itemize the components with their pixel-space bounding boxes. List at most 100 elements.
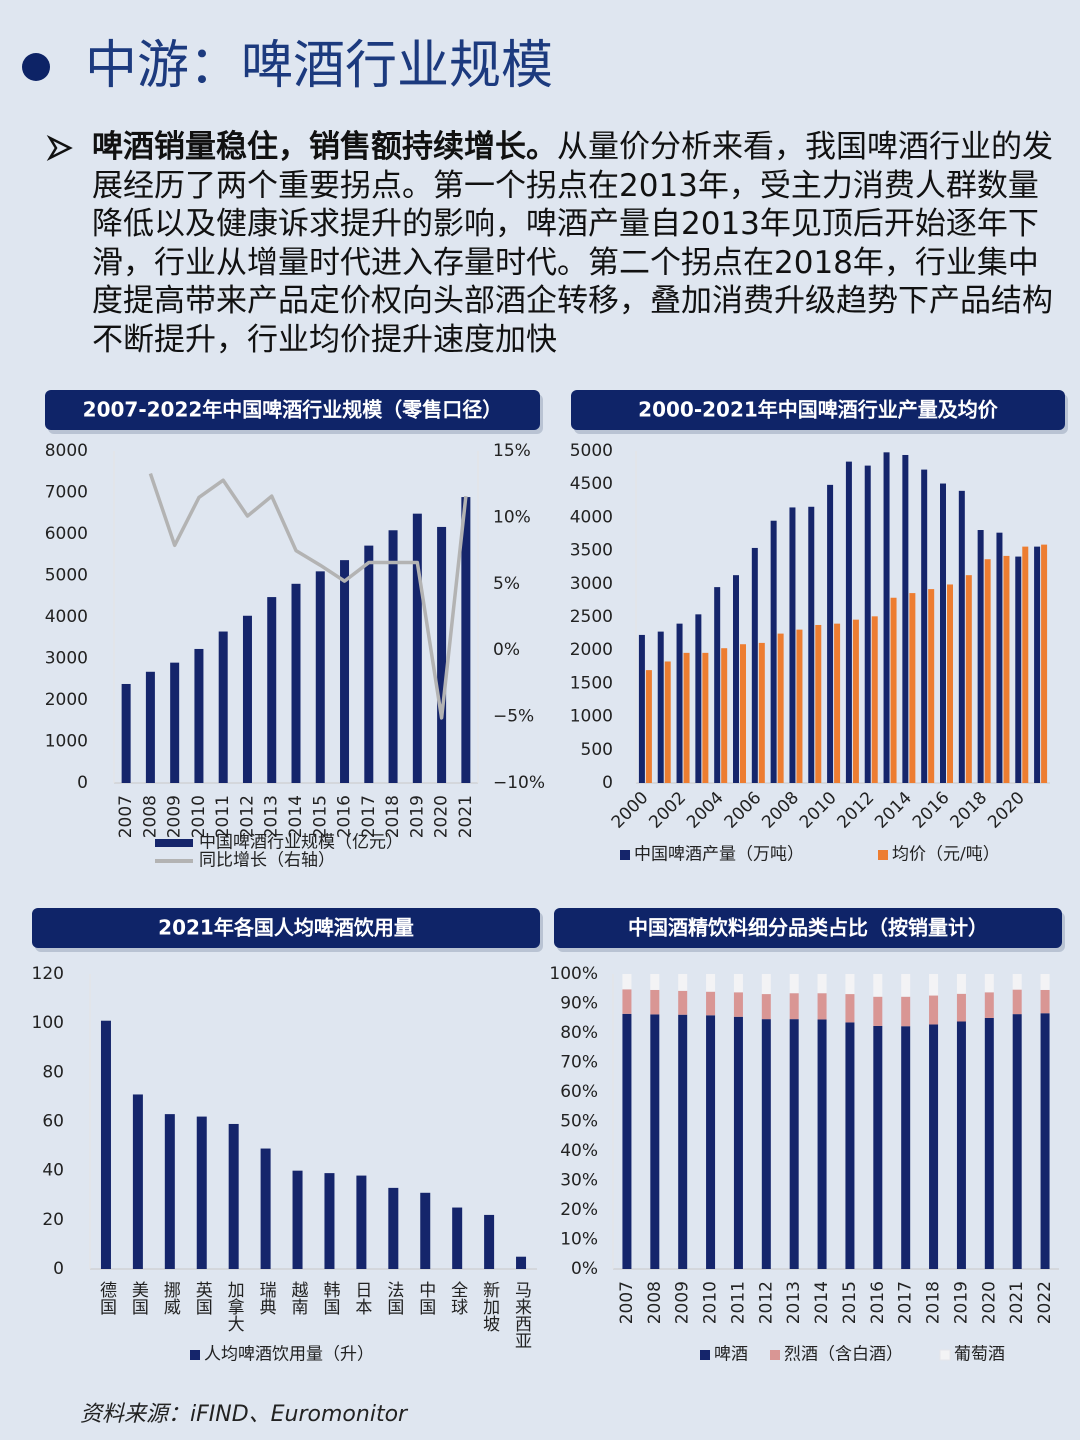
y-tick-label: 3500 bbox=[570, 541, 613, 561]
bar bbox=[657, 631, 664, 783]
bar bbox=[292, 1170, 303, 1269]
y-tick-label: 60% bbox=[560, 1082, 598, 1102]
bar bbox=[902, 454, 909, 783]
bar bbox=[1041, 544, 1048, 783]
bar-segment bbox=[845, 974, 855, 995]
bar bbox=[412, 513, 422, 783]
y-tick-label: 1500 bbox=[570, 673, 613, 693]
paragraph: 啤酒销量稳住，销售额持续增长。从量价分析来看，我国啤酒行业的发展经历了两个重要拐… bbox=[92, 128, 1067, 359]
y-tick-label: 70% bbox=[560, 1053, 598, 1073]
legend-swatch bbox=[878, 850, 888, 860]
y-tick-label: 20% bbox=[560, 1200, 598, 1220]
paragraph-body: 从量价分析来看，我国啤酒行业的发展经历了两个重要拐点。第一个拐点在2013年，受… bbox=[92, 129, 1053, 358]
bar-segment bbox=[678, 990, 688, 1015]
bar bbox=[1022, 546, 1029, 783]
bar bbox=[965, 575, 972, 783]
bar bbox=[871, 616, 878, 783]
bar-segment bbox=[817, 993, 827, 1020]
y-tick-label: 100 bbox=[32, 1013, 64, 1033]
chart-title: 2021年各国人均啤酒饮用量 bbox=[158, 916, 414, 940]
bar bbox=[260, 1148, 271, 1269]
y2-tick-label: 10% bbox=[493, 507, 531, 527]
y-tick-label: 5000 bbox=[45, 566, 88, 586]
x-tick-label: 2010 bbox=[701, 1281, 721, 1324]
x-tick-label: 2007 bbox=[617, 1281, 637, 1324]
x-tick-label: 2018 bbox=[946, 788, 991, 833]
bar bbox=[695, 614, 702, 783]
bar-segment bbox=[678, 1014, 688, 1269]
y-tick-label: 80% bbox=[560, 1023, 598, 1043]
bar-segment bbox=[706, 991, 716, 1016]
bar bbox=[356, 1175, 367, 1269]
x-tick-label: 2007 bbox=[116, 795, 136, 838]
x-tick-label: 2021 bbox=[456, 795, 476, 838]
y-tick-label: 40% bbox=[560, 1141, 598, 1161]
bar-segment bbox=[873, 1025, 883, 1269]
bar-segment bbox=[873, 996, 883, 1026]
x-tick-label: 2002 bbox=[645, 788, 690, 833]
y-tick-label: 20 bbox=[42, 1210, 64, 1230]
y-tick-label: 500 bbox=[581, 740, 613, 760]
x-tick-label: 2018 bbox=[924, 1281, 944, 1324]
bar bbox=[796, 629, 803, 783]
bar-segment bbox=[650, 1014, 660, 1269]
x-tick-label: 2006 bbox=[721, 788, 766, 833]
bar bbox=[852, 619, 859, 783]
bar-segment bbox=[1040, 989, 1050, 1014]
x-tick-label: 2009 bbox=[165, 795, 185, 838]
bar-segment bbox=[706, 1015, 716, 1269]
bar bbox=[714, 587, 721, 783]
y2-tick-label: 5% bbox=[493, 574, 520, 594]
bar bbox=[909, 593, 916, 783]
bar bbox=[291, 583, 301, 783]
bar-segment bbox=[984, 1017, 994, 1269]
bar-segment bbox=[733, 992, 743, 1017]
bar bbox=[1003, 555, 1010, 783]
bar-segment bbox=[789, 1019, 799, 1269]
bar bbox=[364, 545, 374, 783]
bar-segment bbox=[929, 1024, 939, 1269]
bar-segment bbox=[929, 974, 939, 996]
bar bbox=[789, 507, 796, 783]
x-tick-label: 2012 bbox=[237, 795, 257, 838]
bar-segment bbox=[929, 995, 939, 1025]
legend-label: 人均啤酒饮用量（升） bbox=[204, 1345, 374, 1365]
bar bbox=[921, 469, 928, 783]
bar bbox=[164, 1114, 175, 1269]
y-tick-label: 10% bbox=[560, 1230, 598, 1250]
x-tick-label: 新加坡 bbox=[479, 1281, 500, 1332]
bar-segment bbox=[901, 996, 911, 1027]
bar bbox=[751, 547, 758, 783]
page-title: 中游：啤酒行业规模 bbox=[85, 36, 554, 96]
y-tick-label: 90% bbox=[560, 994, 598, 1014]
y-tick-label: 100% bbox=[549, 964, 598, 984]
bar-segment bbox=[789, 974, 799, 994]
x-tick-label: 瑞典 bbox=[256, 1281, 277, 1315]
bar-segment bbox=[1040, 974, 1050, 990]
bar-segment bbox=[622, 974, 632, 990]
bar-segment bbox=[873, 974, 883, 997]
y-tick-label: 6000 bbox=[45, 524, 88, 544]
y2-tick-label: −10% bbox=[493, 773, 545, 793]
bar bbox=[758, 642, 765, 783]
x-tick-label: 挪威 bbox=[160, 1281, 181, 1316]
bar bbox=[242, 615, 252, 783]
x-tick-label: 日本 bbox=[351, 1281, 372, 1315]
legend-swatch bbox=[939, 1349, 951, 1361]
legend-swatch bbox=[620, 850, 630, 860]
x-tick-label: 2019 bbox=[951, 1281, 971, 1324]
bar-segment bbox=[789, 993, 799, 1020]
y-tick-label: 30% bbox=[560, 1171, 598, 1191]
x-tick-label: 2017 bbox=[359, 795, 379, 838]
bar bbox=[461, 497, 471, 783]
legend-label: 烈酒（含白酒） bbox=[784, 1345, 903, 1365]
bar bbox=[702, 652, 709, 783]
x-tick-label: 2020 bbox=[984, 788, 1029, 833]
bar bbox=[984, 559, 991, 783]
y2-tick-label: 15% bbox=[493, 441, 531, 461]
bar-segment bbox=[956, 993, 966, 1022]
x-tick-label: 2008 bbox=[645, 1281, 665, 1324]
x-tick-label: 韩国 bbox=[319, 1281, 340, 1315]
x-tick-label: 2010 bbox=[189, 795, 209, 838]
